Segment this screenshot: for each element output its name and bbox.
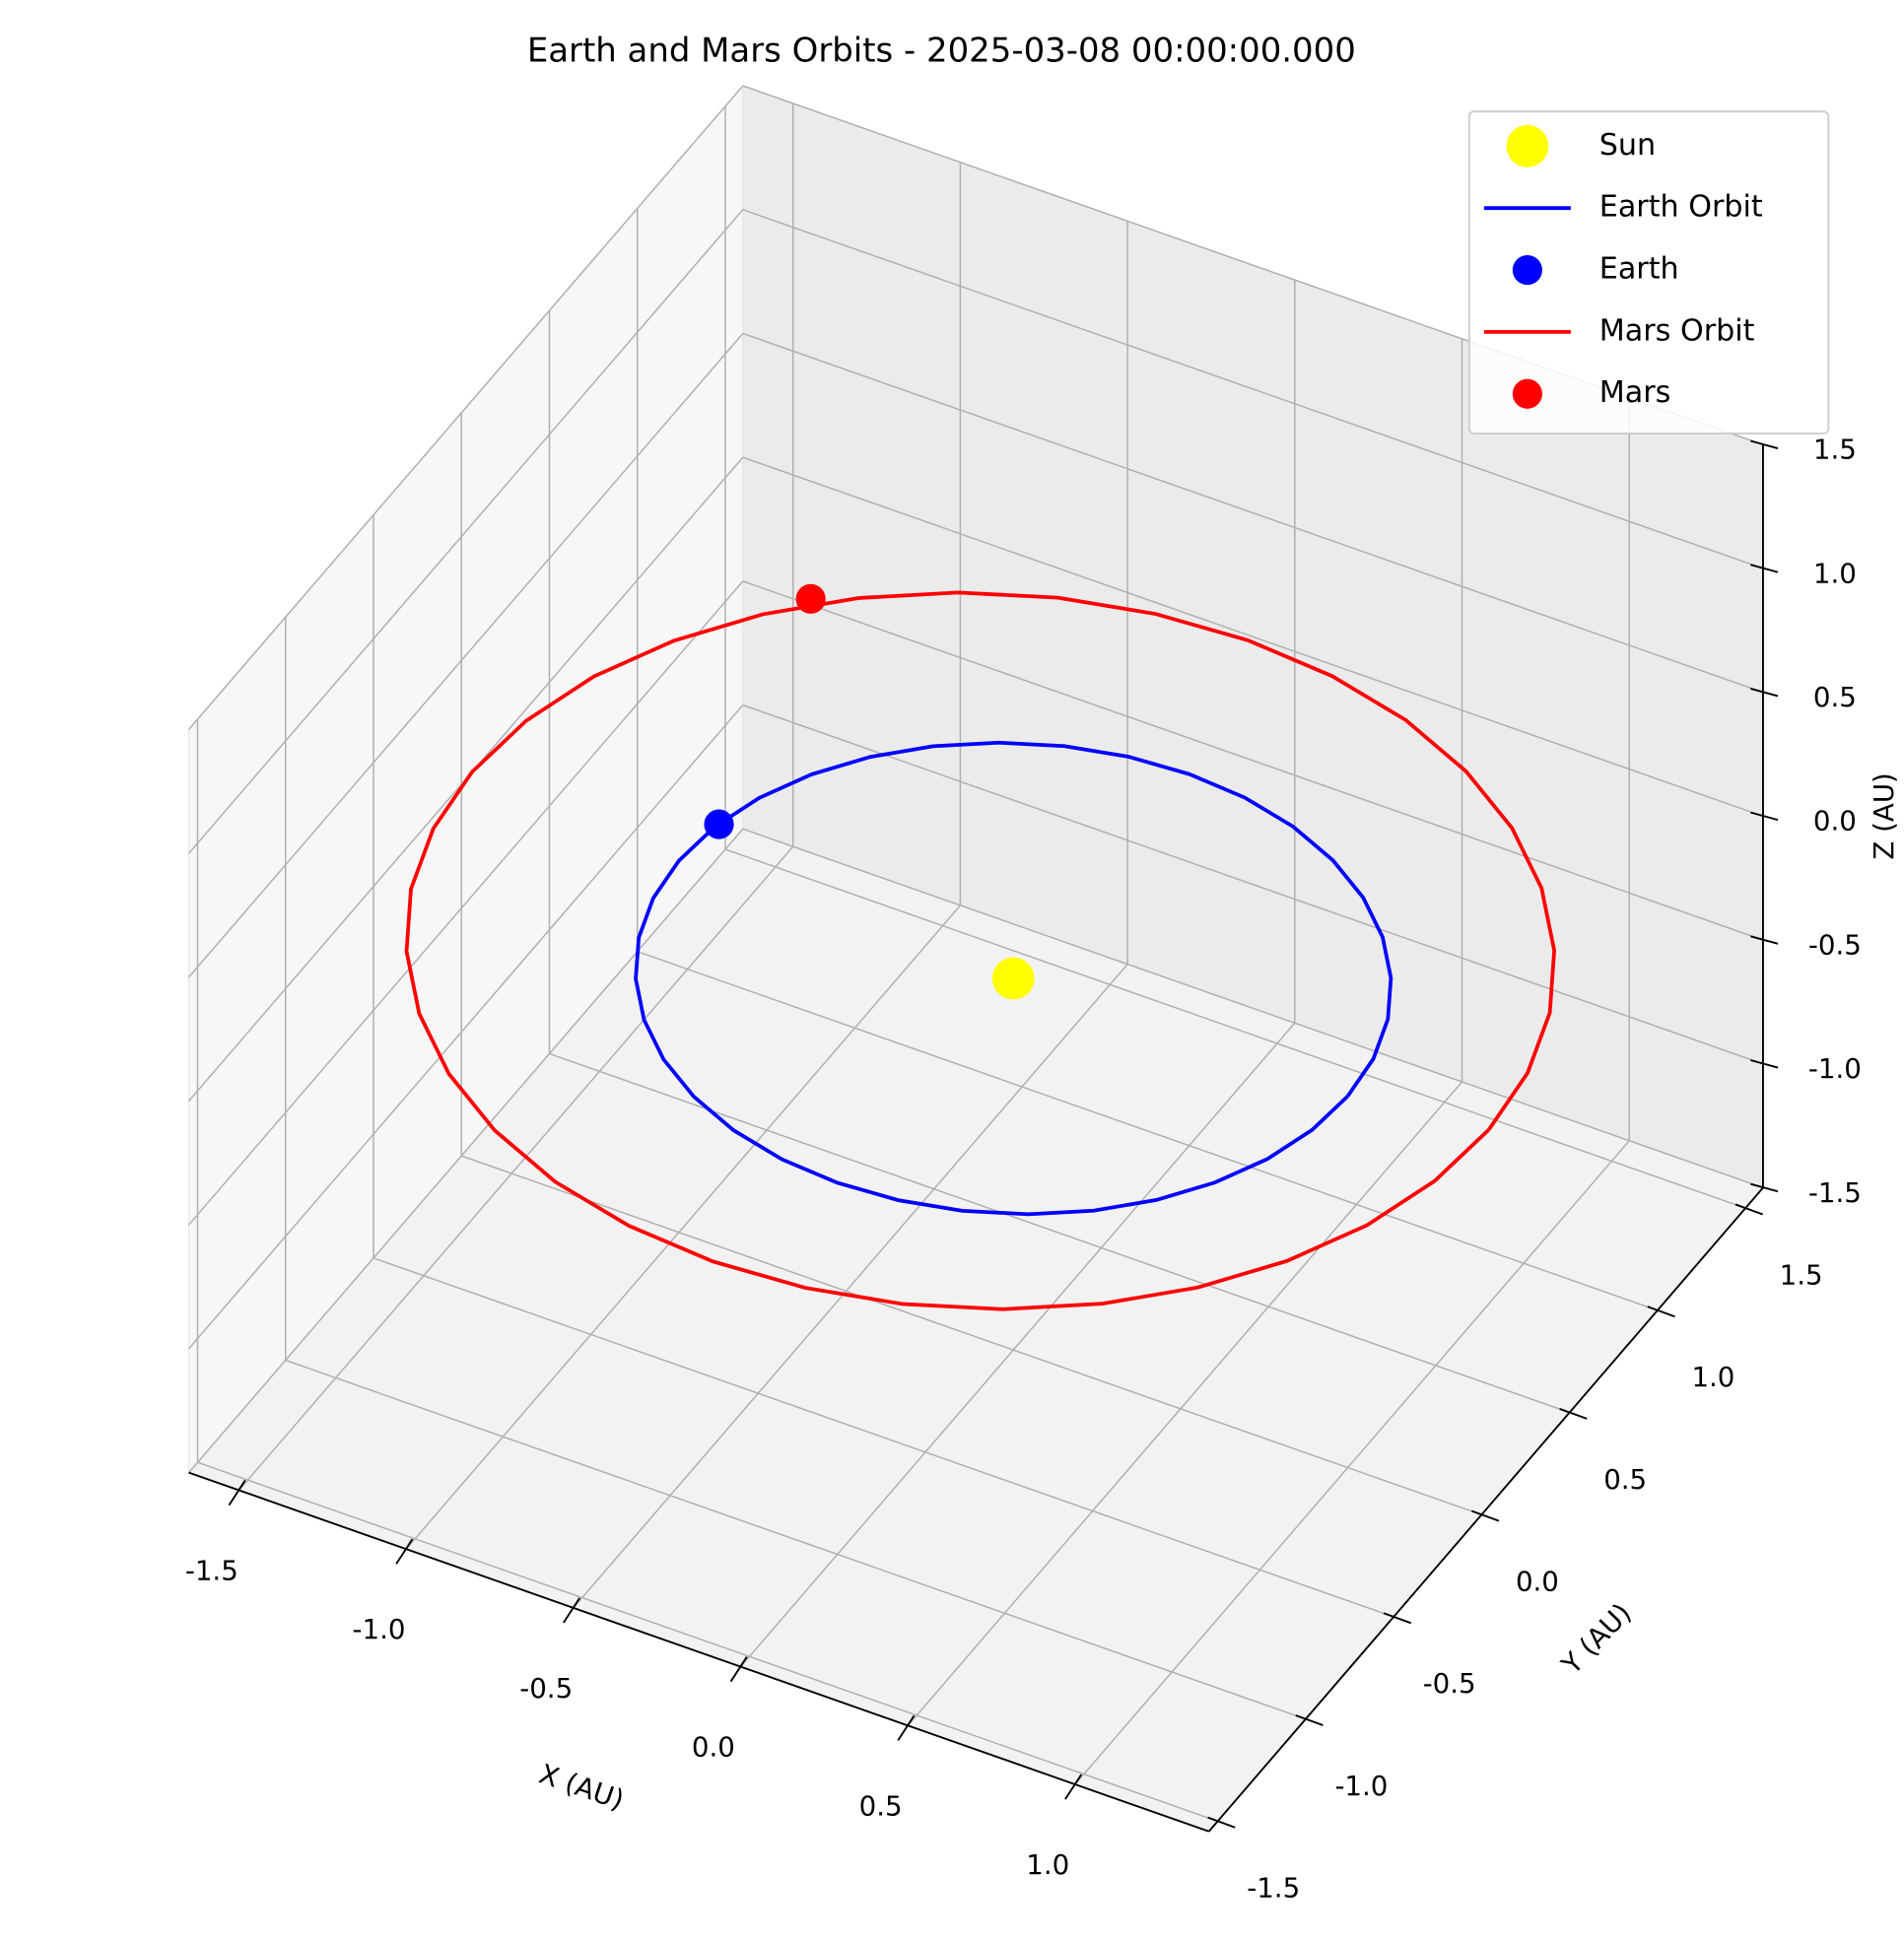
grid-line (373, 1257, 1394, 1618)
legend: Sun Earth Orbit Earth Mars Orbit Mars (1467, 110, 1830, 435)
grid-line (742, 456, 1764, 818)
x-tick (729, 1656, 748, 1683)
y-tick-label: 0.0 (1516, 1565, 1559, 1597)
z-tick-label: -1.0 (1808, 1052, 1862, 1085)
grid-line (285, 1359, 1307, 1720)
y-tick (1295, 1714, 1324, 1726)
z-tick-label: -1.5 (1808, 1176, 1862, 1209)
grid-line (742, 703, 1764, 1065)
legend-label: Earth (1599, 252, 1679, 287)
z-tick (1750, 811, 1779, 822)
x-tick-label: 1.0 (1026, 1848, 1069, 1881)
grid-line (187, 209, 744, 854)
z-tick-label: 0.0 (1813, 805, 1857, 837)
legend-marker (1506, 124, 1549, 167)
y-tick-label: 1.0 (1691, 1361, 1734, 1393)
z-tick (1750, 1059, 1779, 1069)
y-tick (1734, 1203, 1764, 1216)
grid-line (724, 848, 1746, 1209)
z-tick (1750, 687, 1779, 698)
z-tick (1750, 935, 1779, 945)
grid-line (405, 904, 961, 1550)
grid-line (187, 332, 744, 978)
x-tick (228, 1479, 246, 1507)
grid-line (1074, 1140, 1630, 1785)
x-tick-label: 0.5 (859, 1789, 903, 1822)
x-tick (1064, 1774, 1083, 1800)
grid-line (187, 580, 744, 1226)
y-tick-label: -1.5 (1247, 1872, 1300, 1905)
legend-label: Earth Orbit (1599, 190, 1763, 225)
grid-line (742, 332, 1764, 694)
grid-line (742, 209, 1764, 569)
x-tick-label: -1.0 (353, 1613, 406, 1645)
z-tick-label: 1.0 (1813, 557, 1857, 589)
grid-line (742, 828, 1764, 1189)
legend-marker (1512, 254, 1542, 286)
y-tick (1383, 1612, 1412, 1625)
x-axis-label: X (AU) (535, 1758, 628, 1817)
legend-marker (1512, 378, 1542, 409)
legend-label: Sun (1599, 128, 1656, 163)
x-tick (563, 1597, 580, 1624)
legend-label: Mars Orbit (1599, 313, 1755, 348)
grid-line (573, 964, 1128, 1609)
z-axis-label: Z (AU) (1868, 772, 1900, 859)
grid-line (637, 950, 1659, 1311)
z-tick (1750, 1182, 1779, 1193)
y-tick-label: -1.0 (1334, 1770, 1388, 1802)
grid-line (197, 1461, 1218, 1823)
x-tick (897, 1714, 916, 1741)
z-tick-label: 0.5 (1813, 681, 1857, 713)
z-tick-label: -0.5 (1808, 928, 1862, 961)
grid-line (460, 1155, 1482, 1516)
x-tick-label: -1.5 (185, 1554, 238, 1586)
x-tick (395, 1538, 414, 1565)
grid-line (742, 580, 1764, 941)
z-tick (1750, 439, 1779, 449)
y-axis (1207, 1186, 1764, 1833)
orbit-line (404, 590, 1556, 1311)
legend-box (1467, 110, 1830, 435)
grid-line (907, 1081, 1463, 1726)
y-tick (1559, 1407, 1588, 1420)
grid-line (187, 85, 744, 730)
grid-line (549, 1052, 1570, 1414)
y-tick (1207, 1816, 1236, 1829)
point (991, 957, 1035, 1000)
legend-label: Mars (1599, 375, 1671, 410)
y-tick (1647, 1306, 1675, 1318)
x-tick-label: -0.5 (519, 1672, 573, 1705)
y-tick-label: 1.5 (1780, 1258, 1823, 1291)
point (795, 583, 826, 614)
grid-line (187, 828, 744, 1474)
x-tick-label: 0.0 (692, 1731, 735, 1764)
point (704, 809, 734, 839)
y-tick (1470, 1509, 1500, 1522)
grid-line (238, 845, 794, 1491)
y-tick-label: 0.5 (1603, 1463, 1647, 1496)
z-tick (1750, 564, 1779, 573)
y-axis-label: Y (AU) (1554, 1597, 1637, 1682)
grid-line (187, 704, 744, 1350)
x-axis (188, 1471, 1210, 1833)
z-tick-label: 1.5 (1813, 434, 1857, 466)
chart-title: Earth and Mars Orbits - 2025-03-08 00:00… (527, 32, 1356, 70)
grid-line (739, 1022, 1296, 1668)
y-tick-label: -0.5 (1423, 1667, 1476, 1700)
orbit-line (634, 740, 1394, 1217)
